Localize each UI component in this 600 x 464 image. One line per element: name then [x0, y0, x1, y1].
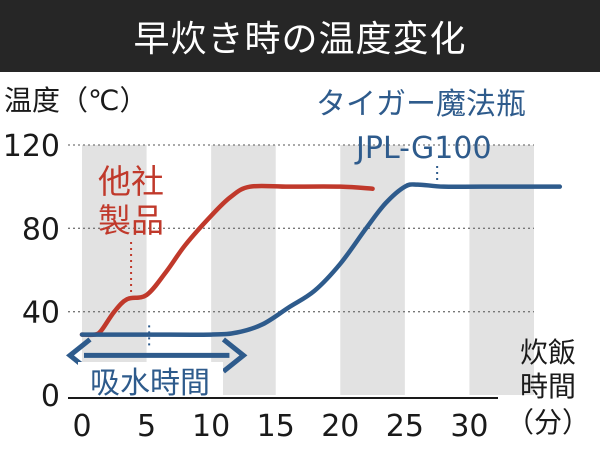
- y-axis-title: 温度（℃）: [4, 84, 147, 117]
- x-tick-label-5: 5: [137, 409, 156, 444]
- series-label-tiger-line-2: JPL-G100: [354, 131, 492, 166]
- leader-lines: [130, 166, 439, 294]
- x-tick-labels: 0 5 10 15 20 25 30: [72, 409, 488, 444]
- soak-time-annotation: 吸水時間: [65, 325, 248, 402]
- y-tick-label-120: 120: [3, 129, 60, 164]
- x-axis-title-line-1: 炊飯: [520, 336, 576, 369]
- soak-time-arrow: [65, 325, 248, 374]
- series-line-0: [79, 183, 375, 338]
- x-tick-label-25: 25: [386, 409, 424, 444]
- soak-time-label: 吸水時間: [90, 366, 210, 401]
- soak-arrow-head-right: [221, 337, 248, 374]
- chart-title: 早炊き時の温度変化: [0, 0, 600, 72]
- series-label-other-line-2: 製品: [98, 201, 164, 240]
- x-axis-title-line-3: （分）: [506, 406, 590, 439]
- series-labels: 他社 製品 タイガー魔法瓶 JPL-G100: [98, 87, 526, 240]
- y-tick-label-80: 80: [22, 212, 60, 247]
- series-label-other-line-1: 他社: [98, 162, 164, 201]
- x-axis-title: 炊飯 時間 （分）: [506, 336, 590, 439]
- series-lines: [79, 182, 563, 338]
- series-label-tiger-line-1: タイガー魔法瓶: [316, 87, 526, 122]
- x-tick-label-10: 10: [192, 409, 230, 444]
- x-tick-label-15: 15: [257, 409, 295, 444]
- x-axis-title-line-2: 時間: [520, 370, 576, 403]
- x-tick-label-30: 30: [450, 409, 488, 444]
- x-tick-label-0: 0: [72, 409, 91, 444]
- y-tick-label-0: 0: [41, 379, 60, 414]
- band-2: [340, 145, 405, 395]
- soak-time-label-background: [78, 362, 223, 402]
- x-tick-label-20: 20: [321, 409, 359, 444]
- y-tick-label-40: 40: [22, 296, 60, 331]
- y-tick-labels: 0 40 80 120: [3, 129, 60, 414]
